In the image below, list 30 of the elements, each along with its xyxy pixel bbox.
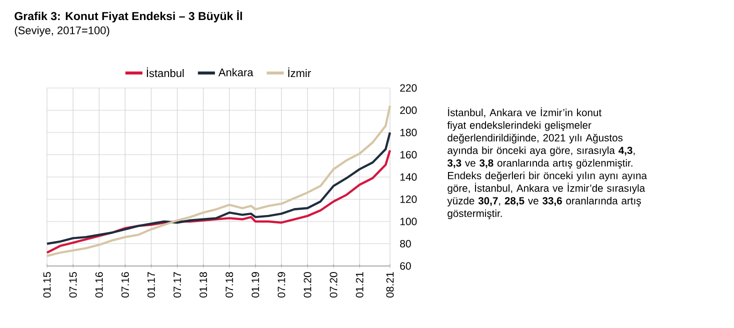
y-tick-label: 80	[400, 240, 411, 248]
x-tick-label: 01.15	[43, 272, 51, 298]
line-series	[46, 104, 392, 258]
x-tick-label: 07.16	[121, 272, 129, 298]
y-tick-label: 180	[400, 128, 417, 136]
legend-label: İzmir	[288, 67, 311, 77]
text: İstanbul, Ankara ve İzmir’in konut fiyat endekslerindeki gelişmeler değerlendirildiğinde, 2021 yılı Ağustos ayında bir önceki aya göre, sırasıyla 4,3, 3,3 ve 3,8 oranlarında artış gözlenmiştir. Endeks değerleri bir önceki yılın aynı ayına göre, İstanbul, Ankara ve İzmir’de sırasıyla yüzde 30,7, 28,5 ve 33,6 oranlarında artış göstermiştir.	[447, 107, 647, 220]
x-tick-label: 01.17	[147, 272, 155, 298]
y-tick-label: 160	[400, 151, 417, 158]
x-tick-label: 01.16	[95, 272, 103, 298]
x-tick-label: 01.21	[356, 272, 364, 298]
x-tick-label: 01.18	[200, 272, 208, 298]
x-tick-label: 07.17	[174, 272, 181, 298]
y-tick-label: 120	[400, 196, 417, 203]
legend-label: Ankara	[218, 68, 254, 76]
x-tick-label: 07.19	[278, 272, 286, 298]
y-tick-label: 60	[400, 262, 411, 270]
x-tick-label: 01.19	[252, 272, 260, 298]
x-tick-label: 01.20	[304, 272, 312, 298]
chart-title: Grafik 3: Konut Fiyat Endeksi – 3 Büyük İl	[14, 10, 242, 22]
x-tick-label: 08.21	[386, 272, 394, 298]
chart-subtitle: (Seviye, 2017=100)	[14, 26, 110, 36]
x-tick-label: 07.20	[330, 272, 338, 298]
y-tick-label: 200	[400, 106, 417, 114]
legend-label: İstanbul	[146, 67, 184, 78]
y-tick-label: 220	[400, 84, 417, 92]
x-tick-label: 07.15	[69, 272, 77, 298]
y-tick-label: 140	[400, 173, 417, 181]
y-tick-label: 100	[400, 218, 417, 226]
x-tick-label: 07.18	[226, 272, 234, 298]
